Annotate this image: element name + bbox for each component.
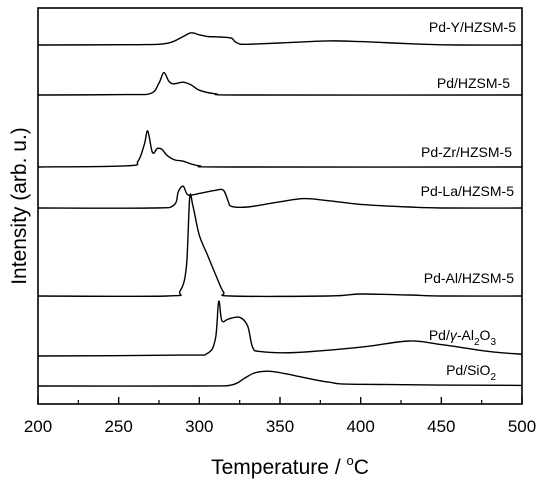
- x-tick-label: 300: [185, 417, 213, 436]
- x-tick-label: 450: [427, 417, 455, 436]
- series-line-7: [37, 370, 523, 387]
- series-label-2: Pd/HZSM-5: [437, 75, 510, 91]
- series-label-3: Pd-Zr/HZSM-5: [421, 144, 512, 160]
- series-label-7: Pd/SiO2: [446, 362, 496, 383]
- series-line-2: [37, 71, 523, 96]
- x-axis-title-unit: C: [354, 456, 369, 479]
- plot-frame: [37, 7, 523, 405]
- x-tick-label: 250: [104, 417, 132, 436]
- y-axis-title: Intensity (arb. u.): [8, 127, 31, 285]
- series-line-5: [37, 193, 523, 298]
- series-line-3: [37, 130, 523, 168]
- x-axis-title-text: Temperature /: [211, 456, 346, 479]
- series-line-6: [37, 300, 523, 357]
- series-line-1: [37, 32, 523, 46]
- x-axis-title: Temperature / oC: [211, 453, 369, 479]
- x-tick-label: 200: [24, 417, 52, 436]
- series-curves: [37, 32, 523, 387]
- series-label-4: Pd-La/HZSM-5: [421, 183, 515, 199]
- x-axis-title-degree: o: [347, 453, 354, 468]
- plot-frame-group: [37, 7, 523, 405]
- series-label-1: Pd-Y/HZSM-5: [429, 19, 516, 35]
- series-label-6: Pd/γ-Al2O3: [429, 327, 497, 348]
- series-labels: Pd-Y/HZSM-5 Pd/HZSM-5 Pd-Zr/HZSM-5 Pd-La/HZ…: [421, 19, 517, 383]
- x-tick-label: 400: [346, 417, 374, 436]
- x-axis-ticks: 200 250 300 350 400 450 500: [24, 397, 536, 436]
- x-tick-label: 350: [266, 417, 294, 436]
- series-label-5: Pd-Al/HZSM-5: [424, 270, 514, 286]
- series-line-4: [37, 185, 523, 209]
- x-tick-label: 500: [508, 417, 536, 436]
